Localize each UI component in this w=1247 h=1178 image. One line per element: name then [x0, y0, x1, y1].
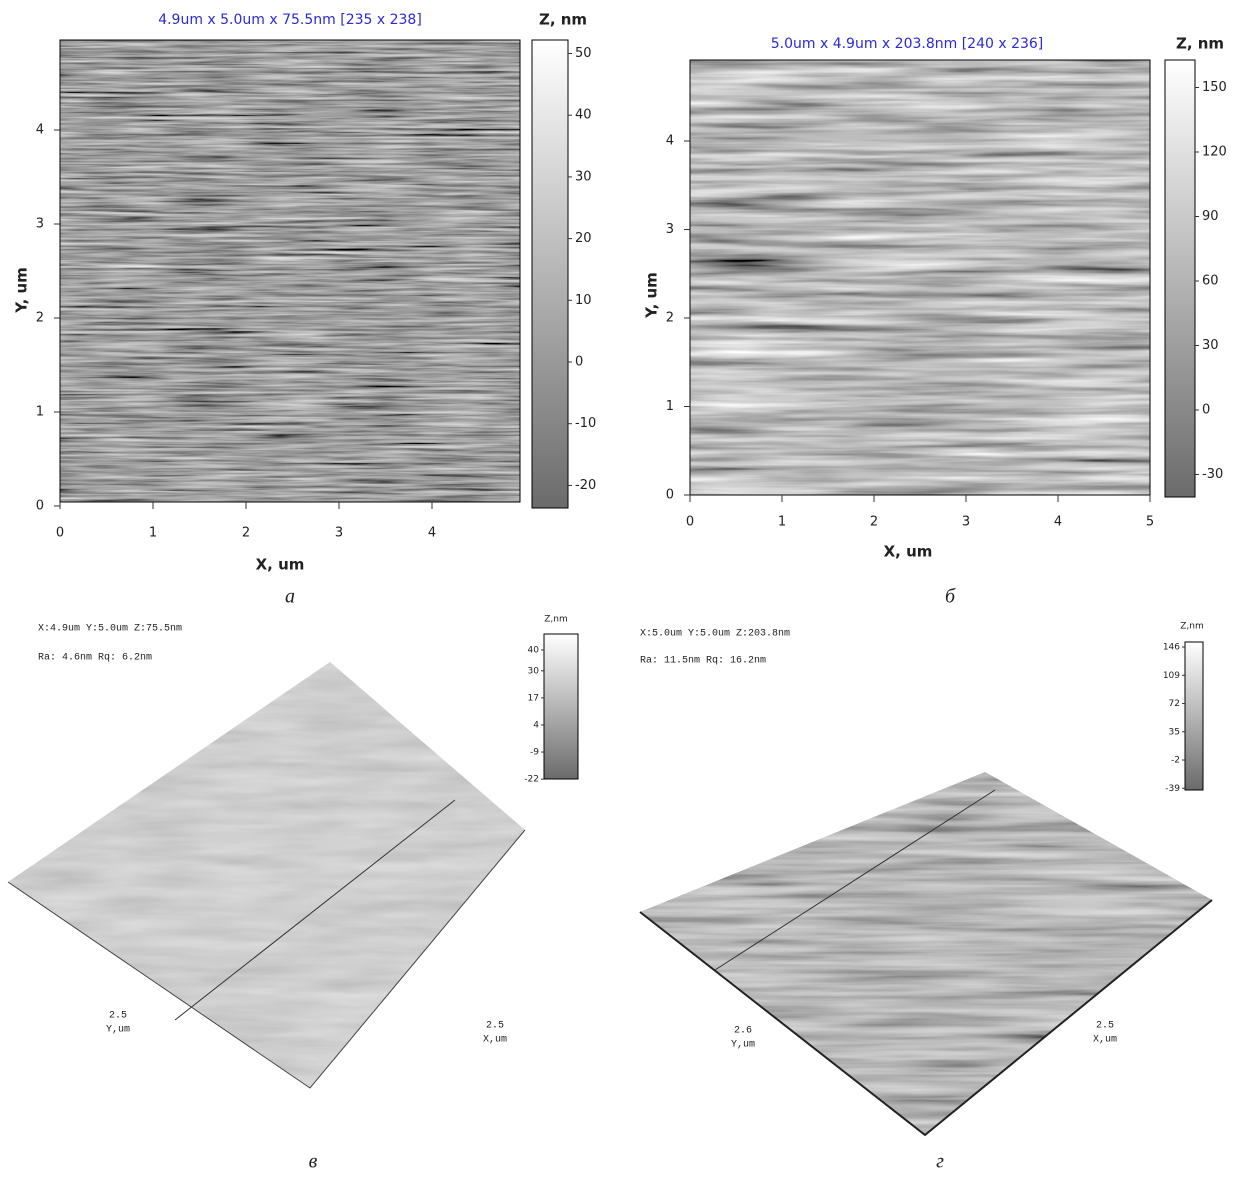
- axis-label: Y,um: [731, 1040, 755, 1051]
- caption: б: [945, 586, 956, 608]
- x-tick-label: 4: [1054, 515, 1062, 530]
- caption: а: [285, 586, 295, 608]
- colorbar-tick-label: -39: [1165, 784, 1180, 794]
- colorbar-tick-label: 60: [1202, 274, 1219, 289]
- afm-texture: [690, 60, 1150, 495]
- x-tick-label: 1: [778, 515, 786, 530]
- y-tick-label: 3: [36, 217, 44, 232]
- image-frame: [59, 39, 521, 503]
- scan-info: X:4.9um Y:5.0um Z:75.5nm: [38, 624, 182, 635]
- axis-label: X,um: [1093, 1035, 1117, 1046]
- colorbar-tick-label: 20: [575, 231, 592, 246]
- y-tick-label: 0: [36, 499, 44, 514]
- colorbar-tick-label: -20: [575, 478, 596, 493]
- y-tick-label: 1: [666, 399, 674, 414]
- caption: г: [936, 1151, 944, 1173]
- x-axis-label: X, um: [884, 543, 933, 561]
- colorbar: [1184, 641, 1204, 791]
- x-tick-label: 4: [428, 526, 436, 541]
- x-tick-label: 0: [686, 515, 694, 530]
- colorbar-tick-label: -22: [524, 775, 539, 785]
- colorbar-tick-label: 72: [1169, 699, 1180, 709]
- profile-line: [174, 799, 456, 1021]
- axis-tick-label: 2.5: [1096, 1021, 1114, 1032]
- colorbar-tick-label: 30: [1202, 338, 1219, 353]
- x-tick-label: 0: [56, 526, 64, 541]
- colorbar-tick-label: 90: [1202, 209, 1219, 224]
- colorbar-tick-label: 0: [575, 355, 583, 370]
- surface-texture: [640, 772, 1212, 1135]
- colorbar-tick-label: 146: [1163, 643, 1180, 653]
- colorbar-tick-label: 40: [575, 108, 592, 123]
- y-axis-label: Y, um: [643, 272, 661, 319]
- colorbar-tick-label: 109: [1163, 671, 1180, 681]
- axis-tick-label: 2.5: [486, 1021, 504, 1032]
- colorbar-label: Z, nm: [539, 11, 587, 29]
- colorbar-tick-label: 40: [528, 645, 540, 655]
- x-tick-label: 2: [870, 515, 878, 530]
- x-tick-label: 2: [242, 526, 250, 541]
- x-tick-label: 3: [335, 526, 343, 541]
- image-title: 4.9um x 5.0um x 75.5nm [235 x 238]: [158, 12, 422, 28]
- surface-edge: [639, 899, 1213, 1137]
- y-tick-label: 2: [666, 311, 674, 326]
- colorbar: [1164, 59, 1196, 498]
- colorbar-tick-label: 4: [533, 720, 539, 730]
- colorbar-label: Z,nm: [1180, 622, 1204, 632]
- image-title: 5.0um x 4.9um x 203.8nm [240 x 236]: [771, 36, 1044, 52]
- colorbar: [531, 39, 569, 509]
- colorbar-tick-label: -10: [575, 416, 596, 431]
- axis-label: X,um: [483, 1035, 507, 1046]
- colorbar-tick-label: 30: [528, 666, 540, 676]
- colorbar-tick-label: -9: [530, 748, 539, 758]
- colorbar-label: Z,nm: [544, 615, 568, 625]
- surface-texture: [8, 662, 525, 1088]
- image-frame: [689, 59, 1151, 496]
- axis-tick-label: 2.6: [734, 1026, 752, 1037]
- x-tick-label: 3: [962, 515, 970, 530]
- surface-edge: [7, 829, 526, 1089]
- axis-label: Y,um: [106, 1025, 130, 1036]
- profile-line: [714, 789, 996, 971]
- x-tick-label: 5: [1146, 515, 1154, 530]
- y-axis-label: Y, um: [13, 267, 31, 314]
- colorbar-tick-label: 150: [1202, 80, 1227, 95]
- y-tick-label: 2: [36, 311, 44, 326]
- colorbar-tick-label: 120: [1202, 145, 1227, 160]
- y-tick-label: 4: [666, 134, 674, 149]
- scan-info: Ra: 11.5nm Rq: 16.2nm: [640, 656, 766, 667]
- scan-info: Ra: 4.6nm Rq: 6.2nm: [38, 653, 152, 664]
- colorbar-tick-label: 50: [575, 46, 592, 61]
- colorbar-tick-label: 30: [575, 169, 592, 184]
- axis-tick-label: 2.5: [109, 1011, 127, 1022]
- afm-texture: [60, 40, 520, 502]
- colorbar: [543, 633, 579, 780]
- colorbar-tick-label: 0: [1202, 403, 1210, 418]
- y-tick-label: 3: [666, 222, 674, 237]
- y-tick-label: 0: [666, 488, 674, 503]
- colorbar-label: Z, nm: [1176, 35, 1224, 53]
- caption: в: [309, 1151, 318, 1173]
- x-axis-label: X, um: [256, 556, 305, 574]
- y-tick-label: 1: [36, 405, 44, 420]
- y-tick-label: 4: [36, 123, 44, 138]
- colorbar-tick-label: 10: [575, 293, 592, 308]
- scan-info: X:5.0um Y:5.0um Z:203.8nm: [640, 629, 790, 640]
- colorbar-tick-label: -2: [1171, 756, 1180, 766]
- colorbar-tick-label: 35: [1169, 727, 1180, 737]
- colorbar-tick-label: 17: [528, 693, 539, 703]
- colorbar-tick-label: -30: [1202, 467, 1223, 482]
- x-tick-label: 1: [149, 526, 157, 541]
